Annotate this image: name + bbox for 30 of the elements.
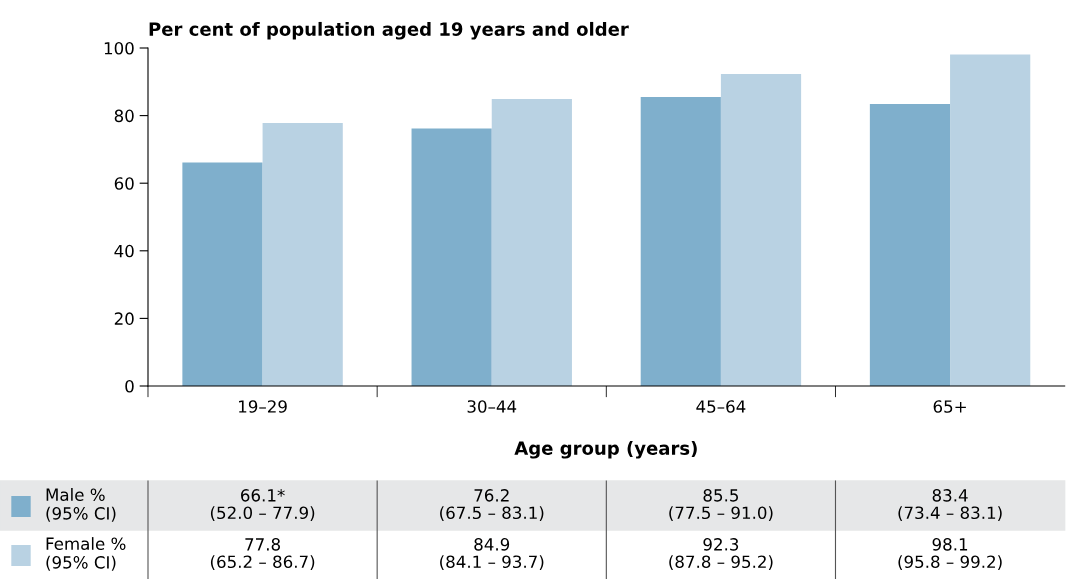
bar (869, 104, 951, 386)
data-label: 77.8 (65.2 – 86.7) (210, 538, 315, 570)
data-label: 83.4 (73.4 – 83.1) (898, 489, 1002, 521)
y-tick-label: 100 (104, 41, 134, 55)
data-label: 84.9 (84.1 – 93.7) (440, 538, 544, 570)
data-label: 85.5 (77.5 – 91.0) (669, 489, 773, 521)
x-tick-label: 45–64 (696, 400, 746, 413)
y-tick-label: 40 (114, 244, 134, 258)
bar (262, 123, 343, 386)
y-tick-label: 80 (114, 109, 134, 123)
data-label: 92.3 (87.8 – 95.2) (669, 538, 773, 570)
legend-label: Female % (95% CI) (46, 537, 126, 571)
y-tick-label: 60 (114, 177, 134, 190)
data-label: 66.1* (52.0 – 77.9) (210, 489, 315, 521)
bar (182, 162, 263, 386)
bar (640, 97, 721, 386)
x-tick-label: 30–44 (467, 400, 517, 413)
y-tick-label: 0 (125, 379, 134, 393)
x-tick-label: 19–29 (239, 400, 287, 413)
bar (491, 99, 572, 386)
x-axis-title: Age group (years) (514, 441, 697, 459)
data-label: 98.1 (95.8 – 99.2) (898, 538, 1002, 570)
legend-label: Male % (95% CI) (46, 488, 116, 522)
bar (950, 54, 1031, 386)
bar (720, 74, 802, 386)
y-axis-title: Per cent of population aged 19 years and older (149, 21, 629, 40)
y-tick-label: 20 (114, 312, 134, 325)
data-label: 76.2 (67.5 – 83.1) (440, 489, 544, 521)
x-tick-label: 65+ (933, 400, 966, 413)
bar (411, 128, 492, 386)
